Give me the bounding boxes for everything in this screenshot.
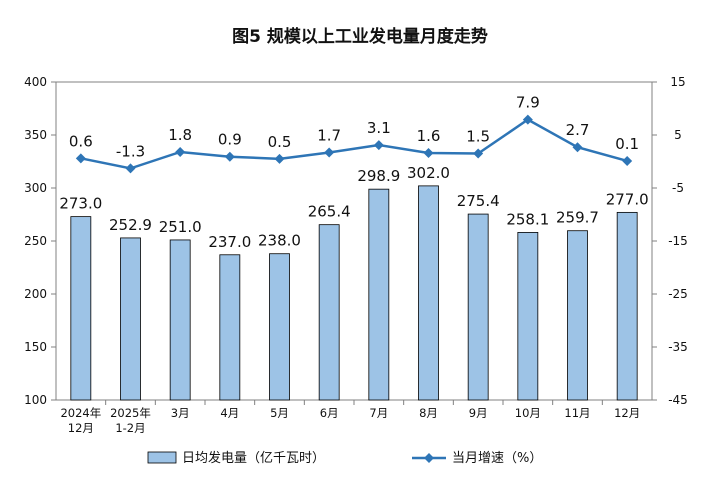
bar-data-label: 275.4 xyxy=(457,192,500,210)
x-axis-label: 5月 xyxy=(270,406,289,420)
left-axis-tick-label: 300 xyxy=(24,181,47,195)
bar-data-label: 259.7 xyxy=(556,209,599,227)
right-axis-tick-label: -15 xyxy=(668,234,688,248)
right-axis-tick-label: 5 xyxy=(674,128,682,142)
bar xyxy=(368,188,390,401)
line-point xyxy=(175,146,186,157)
line-point xyxy=(423,148,434,159)
bar xyxy=(169,239,191,401)
bar-data-label: 238.0 xyxy=(258,232,301,250)
x-axis-label: 2025年 xyxy=(110,406,151,420)
x-axis-label: 7月 xyxy=(369,406,388,420)
chart-title: 图5 规模以上工业发电量月度走势 xyxy=(232,27,488,47)
x-axis-label: 3月 xyxy=(171,406,190,420)
line-point xyxy=(373,140,384,151)
bar xyxy=(467,213,489,401)
line-point xyxy=(324,147,335,158)
line-data-label: 0.9 xyxy=(218,131,242,149)
bar xyxy=(616,211,638,401)
legend-bar-label: 日均发电量（亿千瓦时） xyxy=(182,450,325,466)
right-axis-tick-label: -25 xyxy=(668,287,688,301)
bar-data-label: 273.0 xyxy=(59,195,102,213)
bar xyxy=(517,232,539,401)
left-axis-tick-label: 350 xyxy=(24,128,47,142)
line-point xyxy=(522,114,533,125)
growth-line xyxy=(80,118,628,170)
line-point xyxy=(75,153,86,164)
x-axis-label: 8月 xyxy=(419,406,438,420)
bar xyxy=(120,237,141,401)
legend-bar-swatch xyxy=(147,451,177,464)
line-point xyxy=(572,142,583,153)
line-point xyxy=(125,163,136,174)
right-axis-tick-label: -5 xyxy=(672,181,684,195)
left-axis-tick-label: 100 xyxy=(24,393,47,407)
bar-data-label: 237.0 xyxy=(208,233,251,251)
line-data-label: 2.7 xyxy=(566,121,590,139)
left-axis-tick-label: 200 xyxy=(24,287,47,301)
bar-data-label: 298.9 xyxy=(357,167,400,185)
x-axis-label: 4月 xyxy=(220,406,239,420)
x-axis-label: 12月 xyxy=(614,406,640,420)
line-data-label: 0.6 xyxy=(69,132,93,150)
bar-data-label: 302.0 xyxy=(407,164,450,182)
line-data-label: -1.3 xyxy=(116,142,145,160)
line-data-label: 1.8 xyxy=(168,126,192,144)
bar xyxy=(70,216,92,401)
line-data-label: 1.7 xyxy=(317,126,341,144)
plot-frame xyxy=(55,81,653,401)
right-axis-tick-label: -35 xyxy=(668,340,688,354)
bar-data-label: 277.0 xyxy=(606,190,649,208)
bar-data-label: 252.9 xyxy=(109,216,152,234)
left-axis-tick-label: 150 xyxy=(24,340,47,354)
bar-data-label: 265.4 xyxy=(308,203,351,221)
line-data-label: 3.1 xyxy=(367,119,391,137)
bar xyxy=(318,224,340,401)
line-data-label: 0.1 xyxy=(615,135,639,153)
bar xyxy=(219,254,241,401)
bar-data-label: 258.1 xyxy=(506,210,549,228)
x-axis-label: 9月 xyxy=(469,406,488,420)
line-data-label: 1.5 xyxy=(466,128,490,146)
line-point xyxy=(224,151,235,162)
right-axis-tick-label: -45 xyxy=(668,393,688,407)
line-data-label: 7.9 xyxy=(516,94,540,112)
legend-line-marker xyxy=(424,453,434,463)
x-axis-label: 11月 xyxy=(564,406,590,420)
x-axis-label: 6月 xyxy=(320,406,339,420)
left-axis-tick-label: 400 xyxy=(24,75,47,89)
bar-data-label: 251.0 xyxy=(159,218,202,236)
line-data-label: 1.6 xyxy=(417,127,441,145)
bar xyxy=(567,230,588,401)
x-axis-label: 12月 xyxy=(68,421,94,435)
right-axis-tick-label: 15 xyxy=(670,75,685,89)
x-axis-label: 2024年 xyxy=(60,406,101,420)
x-axis-label: 1-2月 xyxy=(115,421,145,435)
line-point xyxy=(622,155,633,166)
bar xyxy=(269,253,290,401)
legend-line-label: 当月增速（%） xyxy=(452,451,542,466)
line-point xyxy=(274,153,285,164)
x-axis-label: 10月 xyxy=(515,406,541,420)
bar xyxy=(418,185,439,401)
line-point xyxy=(473,148,484,159)
line-data-label: 0.5 xyxy=(268,133,292,151)
left-axis-tick-label: 250 xyxy=(24,234,47,248)
